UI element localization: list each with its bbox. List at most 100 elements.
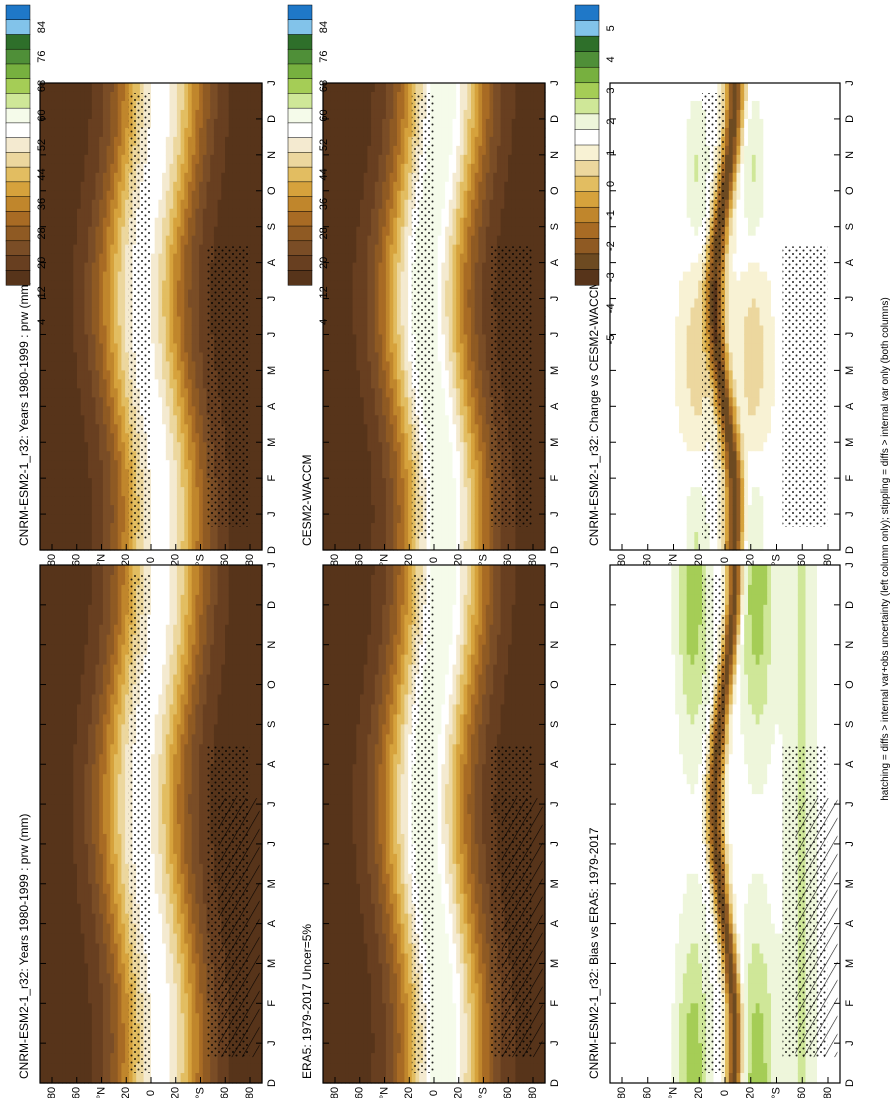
- heatmap-cell: [393, 604, 398, 616]
- heatmap-cell: [337, 784, 343, 795]
- heatmap-cell: [221, 684, 226, 696]
- heatmap-cell: [258, 794, 263, 805]
- heatmap-cell: [202, 814, 208, 825]
- heatmap-cell: [334, 1063, 339, 1074]
- heatmap-cell: [352, 913, 357, 925]
- heatmap-cell: [51, 724, 56, 735]
- heatmap-cell: [334, 594, 339, 606]
- heatmap-cell: [99, 594, 104, 606]
- heatmap-cell: [367, 953, 372, 965]
- heatmap-cell: [334, 694, 339, 706]
- heatmap-cell: [360, 963, 365, 975]
- heatmap-cell: [69, 684, 74, 696]
- heatmap-cell: [47, 794, 52, 805]
- heatmap-cell: [445, 943, 450, 955]
- heatmap-cell: [143, 565, 148, 576]
- heatmap-cell: [43, 873, 48, 885]
- heatmap-cell: [437, 903, 442, 915]
- heatmap-cell: [43, 664, 48, 676]
- heatmap-cell: [91, 784, 97, 795]
- heatmap-cell: [404, 1033, 409, 1044]
- heatmap-cell: [80, 594, 85, 606]
- heatmap-cell: [110, 754, 115, 765]
- heatmap-cell: [228, 1053, 233, 1064]
- heatmap-cell: [415, 565, 420, 576]
- heatmap-cell: [80, 774, 85, 785]
- heatmap-cell: [337, 973, 343, 984]
- heatmap-cell: [393, 863, 398, 875]
- heatmap-cell: [360, 853, 365, 865]
- heatmap-cell: [404, 833, 409, 845]
- heatmap-cell: [341, 794, 346, 805]
- heatmap-cell: [47, 604, 52, 616]
- heatmap-cell: [173, 614, 178, 626]
- heatmap-cell: [40, 873, 45, 885]
- heatmap-cell: [54, 614, 60, 626]
- heatmap-cell: [84, 644, 89, 656]
- heatmap-cell: [374, 574, 380, 586]
- heatmap-cell: [84, 724, 89, 735]
- heatmap-cell: [243, 644, 248, 656]
- heatmap-cell: [258, 983, 263, 994]
- heatmap-cell: [154, 624, 159, 636]
- heatmap-cell: [352, 654, 357, 666]
- heatmap-cell: [434, 933, 439, 945]
- heatmap-cell: [43, 913, 48, 925]
- heatmap-cell: [337, 694, 343, 706]
- heatmap-cell: [378, 1003, 383, 1014]
- heatmap-cell: [334, 1043, 339, 1054]
- heatmap-cell: [408, 774, 413, 785]
- heatmap-cell: [337, 604, 343, 616]
- heatmap-cell: [434, 694, 439, 706]
- heatmap-cell: [47, 634, 52, 646]
- heatmap-cell: [165, 704, 171, 716]
- heatmap-cell: [356, 1063, 361, 1074]
- heatmap-cell: [184, 654, 189, 666]
- heatmap-cell: [184, 1053, 189, 1064]
- heatmap-cell: [162, 1073, 167, 1084]
- heatmap-cell: [151, 973, 156, 984]
- heatmap-cell: [408, 1013, 413, 1024]
- heatmap-cell: [408, 714, 413, 725]
- heatmap-cell: [360, 644, 365, 656]
- heatmap-cell: [441, 973, 446, 984]
- heatmap-cell: [84, 824, 89, 835]
- heatmap-cell: [434, 814, 439, 825]
- heatmap-cell: [217, 724, 222, 735]
- heatmap-cell: [400, 883, 405, 895]
- heatmap-cell: [54, 814, 60, 825]
- heatmap-cell: [371, 853, 376, 865]
- heatmap-cell: [176, 724, 182, 735]
- heatmap-cell: [191, 824, 196, 835]
- heatmap-cell: [408, 1073, 413, 1084]
- heatmap-cell: [102, 784, 108, 795]
- heatmap-cell: [363, 574, 368, 586]
- heatmap-cell: [345, 744, 350, 755]
- heatmap-cell: [54, 664, 60, 676]
- heatmap-cell: [400, 963, 405, 975]
- heatmap-cell: [352, 814, 357, 825]
- heatmap-cell: [202, 804, 208, 815]
- heatmap-cell: [441, 983, 446, 994]
- heatmap-cell: [125, 744, 130, 755]
- heatmap-cell: [397, 1033, 402, 1044]
- heatmap-cell: [191, 654, 196, 666]
- heatmap-cell: [125, 654, 130, 666]
- heatmap-cell: [58, 754, 63, 765]
- heatmap-cell: [250, 574, 256, 586]
- heatmap-cell: [73, 1063, 78, 1074]
- heatmap-cell: [184, 903, 189, 915]
- heatmap-cell: [62, 1003, 67, 1014]
- heatmap-cell: [258, 824, 263, 835]
- heatmap-cell: [389, 714, 394, 725]
- heatmap-cell: [323, 774, 328, 785]
- heatmap-cell: [360, 824, 365, 835]
- heatmap-cell: [254, 604, 259, 616]
- heatmap-cell: [69, 714, 74, 725]
- heatmap-cell: [88, 794, 93, 805]
- heatmap-cell: [341, 913, 346, 925]
- heatmap-cell: [195, 594, 200, 606]
- heatmap-cell: [348, 863, 354, 875]
- heatmap-cell: [247, 684, 252, 696]
- heatmap-cell: [330, 1043, 335, 1054]
